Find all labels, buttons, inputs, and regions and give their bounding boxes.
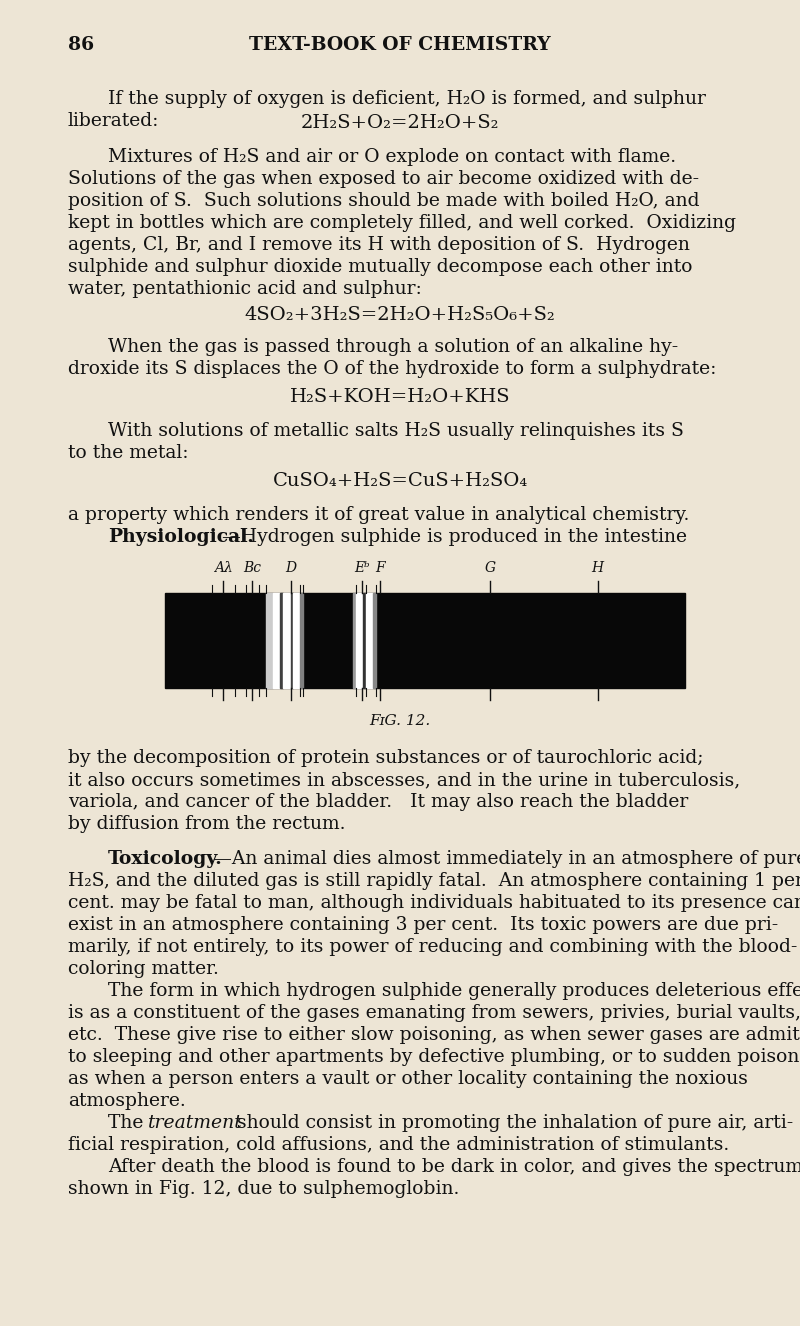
Text: atmosphere.: atmosphere. <box>68 1093 186 1110</box>
Text: —An animal dies almost immediately in an atmosphere of pure: —An animal dies almost immediately in an… <box>213 850 800 869</box>
Bar <box>373 593 376 688</box>
Text: by the decomposition of protein substances or of taurochloric acid;: by the decomposition of protein substanc… <box>68 749 703 766</box>
Text: cent. may be fatal to man, although individuals habituated to its presence can: cent. may be fatal to man, although indi… <box>68 894 800 912</box>
Text: to sleeping and other apartments by defective plumbing, or to sudden poisoning,: to sleeping and other apartments by defe… <box>68 1048 800 1066</box>
Bar <box>366 593 373 688</box>
Text: Physiological.: Physiological. <box>108 528 254 546</box>
Bar <box>266 593 273 688</box>
Text: Eᵇ: Eᵇ <box>354 561 370 575</box>
Text: TEXT-BOOK OF CHEMISTRY: TEXT-BOOK OF CHEMISTRY <box>249 36 551 54</box>
Bar <box>281 593 282 688</box>
Bar <box>165 593 685 688</box>
Text: CuSO₄+H₂S=CuS+H₂SO₄: CuSO₄+H₂S=CuS+H₂SO₄ <box>272 472 528 491</box>
Text: The form in which hydrogen sulphide generally produces deleterious effects: The form in which hydrogen sulphide gene… <box>108 983 800 1000</box>
Text: Toxicology.: Toxicology. <box>108 850 222 869</box>
Text: When the gas is passed through a solution of an alkaline hy-: When the gas is passed through a solutio… <box>108 338 678 355</box>
Text: etc.  These give rise to either slow poisoning, as when sewer gases are admitted: etc. These give rise to either slow pois… <box>68 1026 800 1044</box>
Text: Solutions of the gas when exposed to air become oxidized with de-: Solutions of the gas when exposed to air… <box>68 170 699 188</box>
Text: liberated:: liberated: <box>68 111 159 130</box>
Text: position of S.  Such solutions should be made with boiled H₂O, and: position of S. Such solutions should be … <box>68 192 699 210</box>
Text: variola, and cancer of the bladder.   It may also reach the bladder: variola, and cancer of the bladder. It m… <box>68 793 688 812</box>
Text: H: H <box>591 561 604 575</box>
Text: 2H₂S+O₂=2H₂O+S₂: 2H₂S+O₂=2H₂O+S₂ <box>301 114 499 133</box>
Text: Bc: Bc <box>243 561 262 575</box>
Text: H₂S+KOH=H₂O+KHS: H₂S+KOH=H₂O+KHS <box>290 389 510 406</box>
Text: coloring matter.: coloring matter. <box>68 960 219 979</box>
Text: Aλ: Aλ <box>214 561 233 575</box>
Text: agents, Cl, Br, and I remove its H with deposition of S.  Hydrogen: agents, Cl, Br, and I remove its H with … <box>68 236 690 255</box>
Text: 86: 86 <box>68 36 94 54</box>
Text: it also occurs sometimes in abscesses, and in the urine in tuberculosis,: it also occurs sometimes in abscesses, a… <box>68 770 740 789</box>
Bar <box>273 593 281 688</box>
Text: If the supply of oxygen is deficient, H₂O is formed, and sulphur: If the supply of oxygen is deficient, H₂… <box>108 90 706 107</box>
Text: water, pentathionic acid and sulphur:: water, pentathionic acid and sulphur: <box>68 280 422 298</box>
Bar <box>356 593 363 688</box>
Text: marily, if not entirely, to its power of reducing and combining with the blood-: marily, if not entirely, to its power of… <box>68 937 798 956</box>
Text: After death the blood is found to be dark in color, and gives the spectrum: After death the blood is found to be dar… <box>108 1158 800 1176</box>
Text: sulphide and sulphur dioxide mutually decompose each other into: sulphide and sulphur dioxide mutually de… <box>68 259 693 276</box>
Bar <box>300 593 302 688</box>
Bar <box>363 593 366 688</box>
Text: 4SO₂+3H₂S=2H₂O+H₂S₅O₆+S₂: 4SO₂+3H₂S=2H₂O+H₂S₅O₆+S₂ <box>245 306 555 324</box>
Text: H₂S, and the diluted gas is still rapidly fatal.  An atmosphere containing 1 per: H₂S, and the diluted gas is still rapidl… <box>68 873 800 890</box>
Text: —Hydrogen sulphide is produced in the intestine: —Hydrogen sulphide is produced in the in… <box>222 528 687 546</box>
Text: by diffusion from the rectum.: by diffusion from the rectum. <box>68 815 346 833</box>
Text: as when a person enters a vault or other locality containing the noxious: as when a person enters a vault or other… <box>68 1070 748 1089</box>
Text: The: The <box>108 1114 150 1132</box>
Text: ficial respiration, cold affusions, and the administration of stimulants.: ficial respiration, cold affusions, and … <box>68 1136 730 1154</box>
Text: F: F <box>375 561 385 575</box>
Bar <box>282 593 291 688</box>
Text: a property which renders it of great value in analytical chemistry.: a property which renders it of great val… <box>68 507 690 524</box>
Text: exist in an atmosphere containing 3 per cent.  Its toxic powers are due pri-: exist in an atmosphere containing 3 per … <box>68 916 778 934</box>
Text: kept in bottles which are completely filled, and well corked.  Oxidizing: kept in bottles which are completely fil… <box>68 213 736 232</box>
Bar <box>354 593 356 688</box>
Text: G: G <box>485 561 495 575</box>
Bar <box>294 593 300 688</box>
Text: to the metal:: to the metal: <box>68 444 189 461</box>
Text: FɪG. 12.: FɪG. 12. <box>370 713 430 728</box>
Text: treatment: treatment <box>148 1114 242 1132</box>
Text: shown in Fig. 12, due to sulphemoglobin.: shown in Fig. 12, due to sulphemoglobin. <box>68 1180 459 1197</box>
Text: With solutions of metallic salts H₂S usually relinquishes its S: With solutions of metallic salts H₂S usu… <box>108 422 684 440</box>
Bar <box>291 593 294 688</box>
Text: droxide its S displaces the O of the hydroxide to form a sulphydrate:: droxide its S displaces the O of the hyd… <box>68 359 716 378</box>
Text: is as a constituent of the gases emanating from sewers, privies, burial vaults,: is as a constituent of the gases emanati… <box>68 1004 800 1022</box>
Text: Mixtures of H₂S and air or O explode on contact with flame.: Mixtures of H₂S and air or O explode on … <box>108 149 676 166</box>
Text: D: D <box>286 561 297 575</box>
Text: should consist in promoting the inhalation of pure air, arti-: should consist in promoting the inhalati… <box>237 1114 794 1132</box>
